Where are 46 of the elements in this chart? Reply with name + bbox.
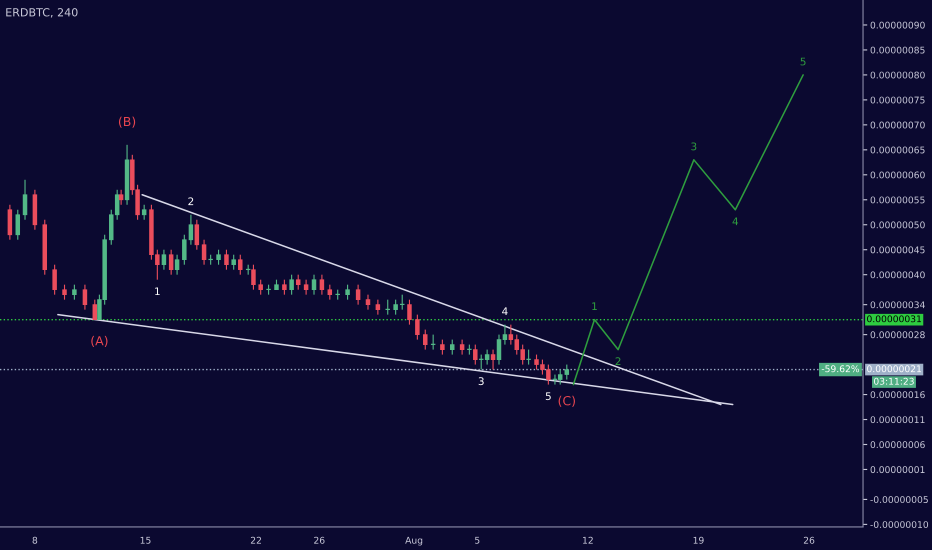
y-tick-label: 0.00000016 [870,391,925,398]
y-tick-label: 0.00000085 [870,46,925,54]
x-tick-label: 26 [314,536,325,544]
y-tick-label: 0.00000050 [870,221,925,228]
annotation: 4 [732,218,738,226]
annotation: -59.62% [822,365,860,372]
y-tick-label: 0.00000001 [870,466,925,474]
annotation: 2 [188,197,194,206]
annotation: 1 [592,302,597,310]
y-tick-label: 0.00000055 [870,196,925,204]
y-tick-label: 0.00000090 [870,22,925,29]
y-tick-label: 0.00000028 [870,331,925,338]
x-tick-label: 8 [32,536,38,544]
annotation: 5 [800,58,806,66]
y-tick-label: 0.00000045 [870,246,925,254]
x-tick-label: 12 [583,536,593,544]
x-tick-label: 22 [250,536,261,544]
annotation: 5 [546,392,551,400]
y-tick-label: 0.00000080 [870,72,925,79]
x-tick-label: 26 [804,536,814,544]
annotation: (C) [558,396,575,407]
x-tick-label: Aug [405,536,422,546]
x-tick-label: 5 [475,536,480,544]
y-tick-label: 0.00000006 [870,441,925,448]
y-tick-label: 0.00000065 [870,146,925,154]
y-tick-label: 0.00000070 [870,122,925,128]
annotation: 3 [478,377,484,386]
ref-line-label: 0.00000021 [867,365,922,372]
annotation: (B) [118,116,136,128]
annotation: (A) [91,336,108,347]
text: 03:11:23 [874,378,914,385]
x-tick-label: 15 [140,536,151,544]
y-tick-label: -0.00000005 [870,496,928,504]
annotation: 2 [616,357,620,365]
y-tick-label: 0.00000011 [870,416,925,424]
annotation: 3 [691,142,696,150]
y-tick-label: -0.00000010 [870,521,928,528]
y-tick-label: 0.00000040 [870,271,925,278]
y-tick-label: 0.00000060 [870,171,925,178]
x-tick-label: 19 [694,536,704,544]
annotation: 4 [502,307,508,316]
ref-line-label: 0.00000031 [867,315,922,322]
y-tick-label: 0.00000034 [870,301,925,308]
text: ERDBTC, 240 [6,8,78,18]
y-tick-label: 0.00000075 [870,96,925,104]
annotation: 1 [155,287,160,296]
